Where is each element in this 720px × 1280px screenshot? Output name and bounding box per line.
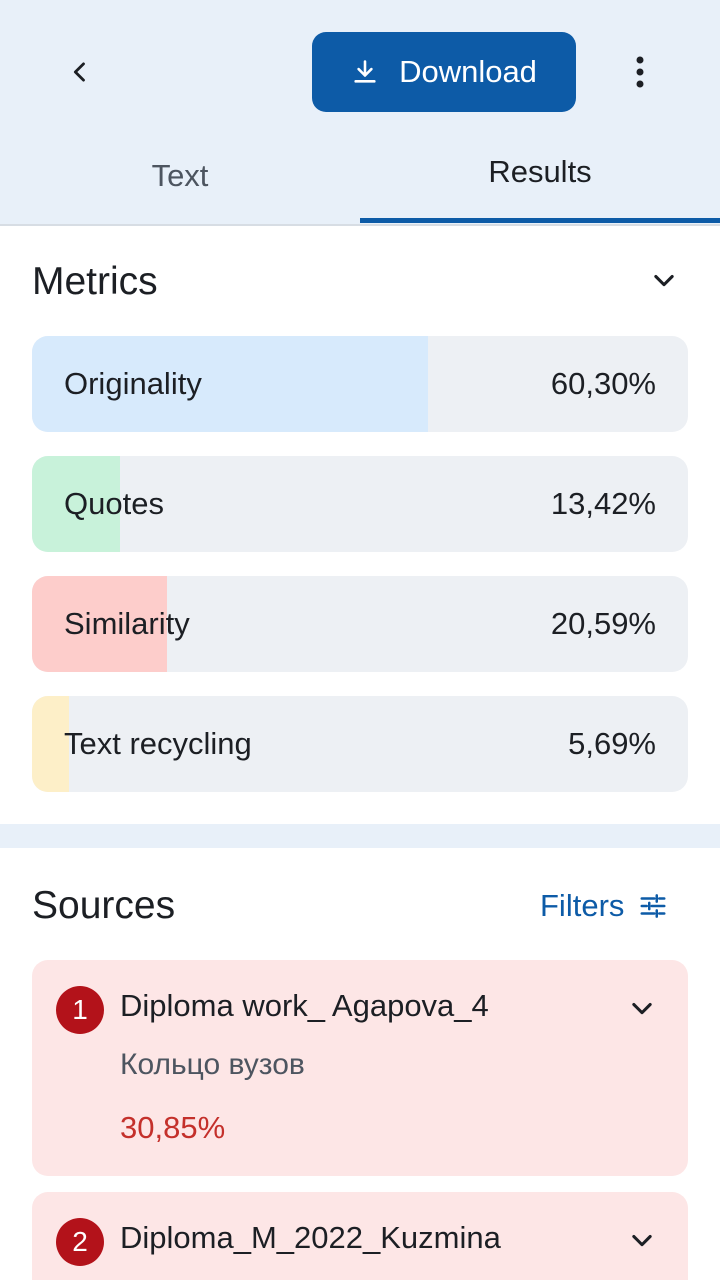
chevron-down-icon (654, 274, 674, 287)
chevron-down-icon (632, 1002, 652, 1015)
metric-value: 5,69% (568, 726, 656, 761)
metric-label: Originality (64, 366, 202, 401)
tab-text-label: Text (151, 158, 209, 193)
metric-value: 13,42% (550, 486, 656, 521)
top-app-bar: Download Text Results (0, 0, 720, 226)
metric-text-recycling-fill (32, 696, 70, 792)
metrics-title: Metrics (32, 260, 158, 303)
source-title: Diploma work_ Agapova_4 (120, 988, 489, 1023)
source-expand-button[interactable] (622, 1220, 662, 1260)
metric-similarity[interactable]: Similarity 20,59% (32, 576, 688, 672)
tab-results-label: Results (488, 154, 592, 189)
section-divider (0, 824, 720, 848)
metric-quotes[interactable]: Quotes 13,42% (32, 456, 688, 552)
tab-text[interactable]: Text (0, 140, 360, 226)
source-card[interactable]: 2 Diploma_M_2022_Kuzmina (32, 1192, 688, 1280)
chevron-down-icon (632, 1234, 652, 1247)
metric-similarity-fill (32, 576, 168, 672)
back-button[interactable] (52, 44, 108, 100)
sources-title: Sources (32, 884, 176, 927)
download-label: Download (399, 54, 537, 89)
filters-button[interactable]: Filters (540, 884, 668, 928)
metric-label: Similarity (64, 606, 190, 641)
metric-value: 20,59% (550, 606, 656, 641)
metrics-collapse-button[interactable] (640, 258, 688, 302)
metric-value: 60,30% (550, 366, 656, 401)
metric-quotes-fill (32, 456, 121, 552)
tab-results[interactable]: Results (360, 140, 720, 226)
source-percent: 30,85% (120, 1110, 226, 1145)
sliders-icon (640, 894, 666, 918)
metric-label: Text recycling (64, 726, 252, 761)
filters-label: Filters (540, 888, 625, 923)
chevron-left-icon (73, 62, 85, 82)
source-subtitle: Кольцо вузов (120, 1048, 305, 1081)
metric-label: Quotes (64, 486, 164, 521)
metric-originality[interactable]: Originality 60,30% (32, 336, 688, 432)
more-options-button[interactable] (612, 44, 668, 100)
source-number-badge: 1 (56, 986, 104, 1034)
more-vertical-icon (636, 56, 644, 88)
source-number-badge: 2 (56, 1218, 104, 1266)
metric-text-recycling[interactable]: Text recycling 5,69% (32, 696, 688, 792)
download-button[interactable]: Download (312, 32, 576, 112)
source-title: Diploma_M_2022_Kuzmina (120, 1220, 501, 1255)
metric-originality-fill (32, 336, 428, 432)
source-card[interactable]: 1 Diploma work_ Agapova_4 Кольцо вузов 3… (32, 960, 688, 1176)
source-expand-button[interactable] (622, 988, 662, 1028)
download-icon (354, 60, 376, 83)
active-tab-indicator (360, 218, 720, 223)
